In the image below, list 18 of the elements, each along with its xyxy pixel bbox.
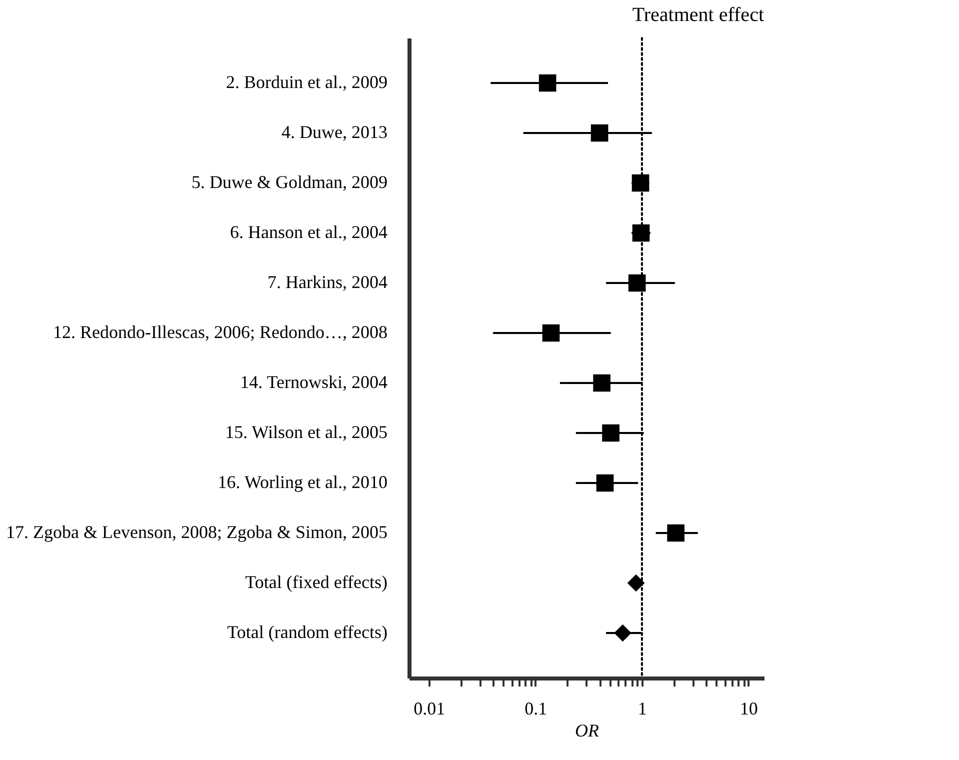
y-tick-label: 12. Redondo-Illescas, 2006; Redondo…, 2008 xyxy=(53,322,388,342)
x-tick-label: 0.1 xyxy=(524,698,548,718)
y-tick-label: 7. Harkins, 2004 xyxy=(268,272,388,292)
x-tick-label: 10 xyxy=(740,698,758,718)
y-tick-label: 17. Zgoba & Levenson, 2008; Zgoba & Simon, 2005 xyxy=(6,522,388,542)
y-tick-label: 14. Ternowski, 2004 xyxy=(240,372,388,392)
x-tick-label: 0.01 xyxy=(414,698,446,718)
x-tick-label: 1 xyxy=(638,698,647,718)
y-tick-label: 4. Duwe, 2013 xyxy=(282,122,388,142)
y-tick-label: 5. Duwe & Goldman, 2009 xyxy=(192,172,388,192)
y-tick-label: 15. Wilson et al., 2005 xyxy=(225,422,388,442)
x-axis-title: OR xyxy=(575,720,599,740)
y-tick-label: Total (random effects) xyxy=(227,622,388,642)
y-tick-label: 6. Hanson et al., 2004 xyxy=(230,222,388,242)
y-tick-label: 16. Worling et al., 2010 xyxy=(218,472,388,492)
y-tick-label: Total (fixed effects) xyxy=(245,572,388,592)
chart-title: Treatment effect xyxy=(632,4,764,26)
y-tick-label: 2. Borduin et al., 2009 xyxy=(226,72,388,92)
